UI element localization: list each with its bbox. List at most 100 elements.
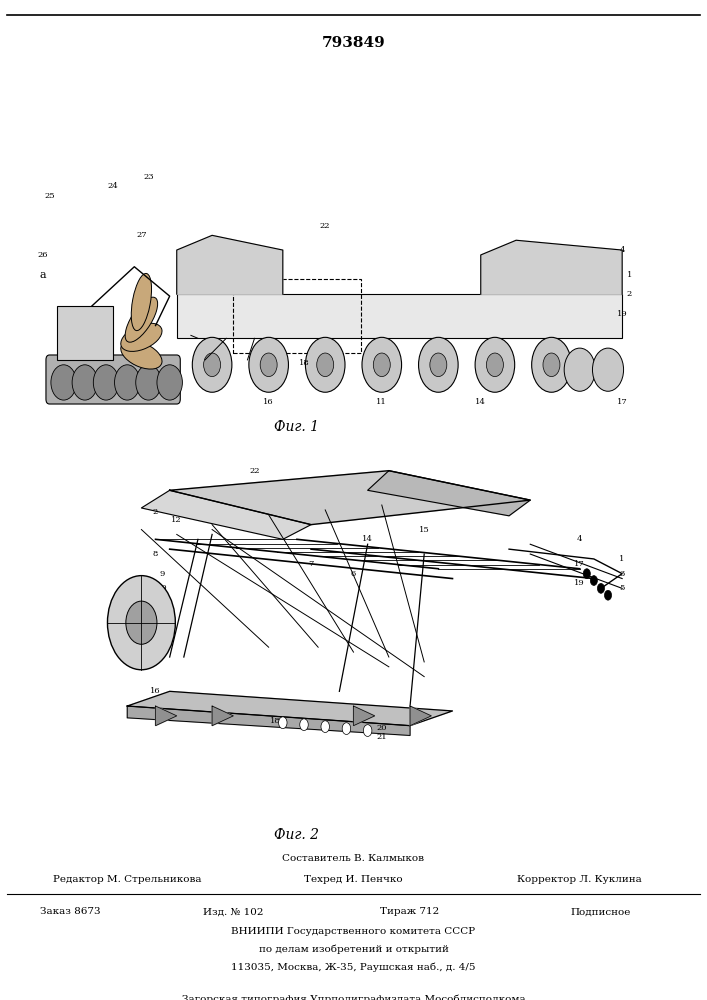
Circle shape xyxy=(51,365,76,400)
Text: 4: 4 xyxy=(619,246,625,254)
Circle shape xyxy=(93,365,119,400)
FancyBboxPatch shape xyxy=(46,355,180,404)
Circle shape xyxy=(300,719,308,731)
Text: 113035, Москва, Ж-35, Раушская наб., д. 4/5: 113035, Москва, Ж-35, Раушская наб., д. … xyxy=(231,962,476,972)
Ellipse shape xyxy=(125,297,158,342)
Text: 14: 14 xyxy=(475,398,486,406)
Text: ВНИИПИ Государственного комитета СССР: ВНИИПИ Государственного комитета СССР xyxy=(231,927,476,936)
Text: 4: 4 xyxy=(577,535,583,543)
Circle shape xyxy=(107,576,175,670)
Text: Техред И. Пенчко: Техред И. Пенчко xyxy=(304,875,403,884)
Circle shape xyxy=(373,353,390,377)
Circle shape xyxy=(419,337,458,392)
Circle shape xyxy=(136,365,161,400)
Text: 25: 25 xyxy=(44,192,55,200)
Text: Тираж 712: Тираж 712 xyxy=(380,907,440,916)
Circle shape xyxy=(475,337,515,392)
Text: 3: 3 xyxy=(619,570,625,578)
Bar xyxy=(233,279,361,353)
Polygon shape xyxy=(410,706,431,726)
Text: 12: 12 xyxy=(171,516,182,524)
Polygon shape xyxy=(368,471,530,516)
Text: Изд. № 102: Изд. № 102 xyxy=(203,907,264,916)
Circle shape xyxy=(564,348,595,391)
Circle shape xyxy=(362,337,402,392)
Text: 22: 22 xyxy=(250,467,259,475)
Polygon shape xyxy=(170,471,530,525)
Text: 2: 2 xyxy=(626,290,632,298)
Text: 17: 17 xyxy=(617,398,628,406)
Text: 9: 9 xyxy=(266,359,271,367)
Circle shape xyxy=(363,725,372,736)
Text: Редактор М. Стрельникова: Редактор М. Стрельникова xyxy=(53,875,201,884)
FancyBboxPatch shape xyxy=(57,306,113,360)
Text: 24: 24 xyxy=(107,182,119,190)
Circle shape xyxy=(260,353,277,377)
Text: 1: 1 xyxy=(626,271,632,279)
Text: 19: 19 xyxy=(574,579,585,587)
Text: Загорская типография Упрполиграфиздата Мособлисполкома: Загорская типография Упрполиграфиздата М… xyxy=(182,995,525,1000)
Text: по делам изобретений и открытий: по делам изобретений и открытий xyxy=(259,944,448,954)
Text: а: а xyxy=(39,270,46,280)
Polygon shape xyxy=(127,706,410,735)
Text: 16: 16 xyxy=(150,687,161,695)
Text: 1: 1 xyxy=(619,555,625,563)
Text: 11: 11 xyxy=(376,398,387,406)
Circle shape xyxy=(249,337,288,392)
Circle shape xyxy=(72,365,98,400)
Circle shape xyxy=(321,721,329,733)
Text: 27: 27 xyxy=(136,231,147,239)
Circle shape xyxy=(597,583,604,593)
Text: Корректор Л. Куклина: Корректор Л. Куклина xyxy=(518,875,642,884)
Text: 6: 6 xyxy=(351,570,356,578)
Circle shape xyxy=(543,353,560,377)
Text: 11: 11 xyxy=(115,624,126,632)
Polygon shape xyxy=(127,691,452,726)
Text: 7: 7 xyxy=(308,560,314,568)
Text: 18: 18 xyxy=(298,359,310,367)
Text: Подписное: Подписное xyxy=(571,907,631,916)
Text: 16: 16 xyxy=(263,398,274,406)
Circle shape xyxy=(592,348,624,391)
Text: 8: 8 xyxy=(153,550,158,558)
Circle shape xyxy=(583,569,590,579)
Circle shape xyxy=(317,353,334,377)
Text: 10: 10 xyxy=(157,584,168,592)
Text: 26: 26 xyxy=(37,251,47,259)
Circle shape xyxy=(157,365,182,400)
FancyBboxPatch shape xyxy=(177,294,622,338)
Text: 18: 18 xyxy=(270,717,281,725)
Polygon shape xyxy=(212,706,233,726)
Circle shape xyxy=(590,576,597,585)
Ellipse shape xyxy=(121,323,162,351)
Circle shape xyxy=(279,717,287,729)
Text: 793849: 793849 xyxy=(322,36,385,50)
Text: 20: 20 xyxy=(377,724,387,732)
Circle shape xyxy=(532,337,571,392)
Text: 21: 21 xyxy=(376,733,387,741)
Polygon shape xyxy=(177,235,283,294)
Polygon shape xyxy=(354,706,375,726)
Text: 19: 19 xyxy=(617,310,628,318)
Text: 2: 2 xyxy=(153,508,158,516)
Circle shape xyxy=(192,337,232,392)
Text: Фиг. 2: Фиг. 2 xyxy=(274,828,320,842)
Text: 14: 14 xyxy=(362,535,373,543)
Circle shape xyxy=(126,601,157,644)
Ellipse shape xyxy=(121,341,162,369)
Circle shape xyxy=(342,723,351,734)
Text: 22: 22 xyxy=(320,222,330,230)
Text: 5: 5 xyxy=(619,584,625,592)
Text: Заказ 8673: Заказ 8673 xyxy=(40,907,101,916)
Circle shape xyxy=(486,353,503,377)
Text: Фиг. 1: Фиг. 1 xyxy=(274,420,320,434)
Text: 17: 17 xyxy=(574,560,585,568)
Text: 23: 23 xyxy=(143,173,154,181)
Text: 9: 9 xyxy=(160,570,165,578)
Circle shape xyxy=(430,353,447,377)
Circle shape xyxy=(115,365,140,400)
Text: 15: 15 xyxy=(419,526,430,534)
Text: Составитель В. Калмыков: Составитель В. Калмыков xyxy=(283,854,424,863)
Circle shape xyxy=(305,337,345,392)
Ellipse shape xyxy=(132,273,151,331)
